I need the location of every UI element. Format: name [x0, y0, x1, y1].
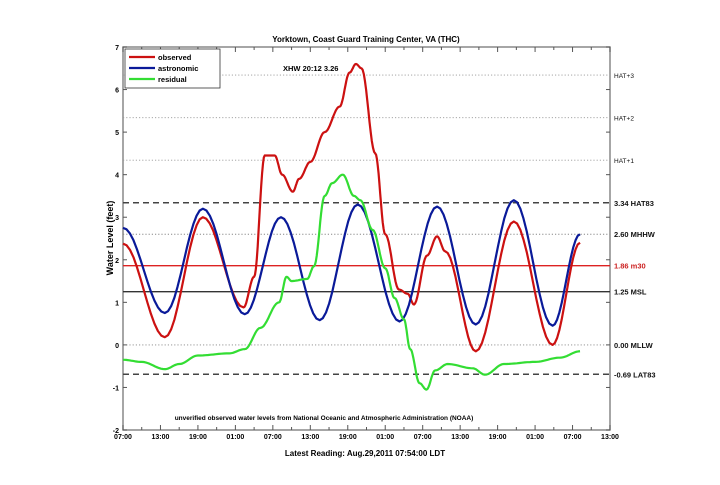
series-line-astronomic: [122, 199, 581, 327]
series-line-observed: [122, 62, 581, 353]
reference-label: 2.60 MHHW: [614, 230, 656, 239]
legend-label: astronomic: [158, 64, 198, 73]
reference-label: 3.34 HAT83: [614, 199, 654, 208]
x-axis-label: Latest Reading: Aug.29,2011 07:54:00 LDT: [285, 449, 445, 458]
x-tick-label: 01:00: [226, 434, 244, 441]
reference-label: 1.86 m30: [614, 262, 646, 271]
x-tick-label: 13:00: [301, 434, 319, 441]
legend-label: residual: [158, 75, 187, 84]
x-tick-label: 19:00: [339, 434, 357, 441]
y-tick-label: 5: [115, 130, 119, 137]
y-tick-label: -2: [113, 428, 119, 435]
y-tick-label: 2: [115, 258, 119, 265]
x-tick-label: 13:00: [152, 434, 170, 441]
x-tick-label: 13:00: [451, 434, 469, 441]
reference-label: -0.69 LAT83: [614, 370, 656, 379]
x-tick-label: 07:00: [564, 434, 582, 441]
legend: observed astronomic residual: [124, 48, 221, 89]
plot-area: [122, 46, 611, 431]
reference-label: 1.25 MSL: [614, 288, 647, 297]
y-tick-label: 4: [115, 173, 119, 180]
y-tick-label: 3: [115, 215, 119, 222]
noaa-note: unverified observed water levels from Na…: [175, 415, 474, 422]
x-tick-label: 19:00: [489, 434, 507, 441]
x-tick-label: 01:00: [376, 434, 394, 441]
reference-label: HAT+2: [614, 116, 634, 123]
y-tick-label: -1: [113, 385, 119, 392]
x-tick-label: 19:00: [189, 434, 207, 441]
reference-label: HAT+3: [614, 73, 634, 80]
xhw-annotation: XHW 20:12 3.26: [283, 64, 338, 73]
x-tick-label: 07:00: [264, 434, 282, 441]
y-axis-label: Water Level (feet): [105, 201, 115, 276]
chart-title: Yorktown, Coast Guard Training Center, V…: [272, 35, 460, 44]
series-line-residual: [123, 173, 581, 391]
x-tick-label: 01:00: [526, 434, 544, 441]
y-tick-label: 0: [115, 343, 119, 350]
x-tick-label: 13:00: [601, 434, 619, 441]
legend-label: observed: [158, 53, 192, 62]
x-tick-label: 07:00: [114, 434, 132, 441]
reference-label: HAT+1: [614, 158, 634, 165]
x-tick-label: 07:00: [414, 434, 432, 441]
y-tick-label: 1: [115, 300, 119, 307]
y-tick-label: 7: [115, 45, 119, 52]
y-tick-label: 6: [115, 88, 119, 95]
reference-label: 0.00 MLLW: [614, 341, 654, 350]
